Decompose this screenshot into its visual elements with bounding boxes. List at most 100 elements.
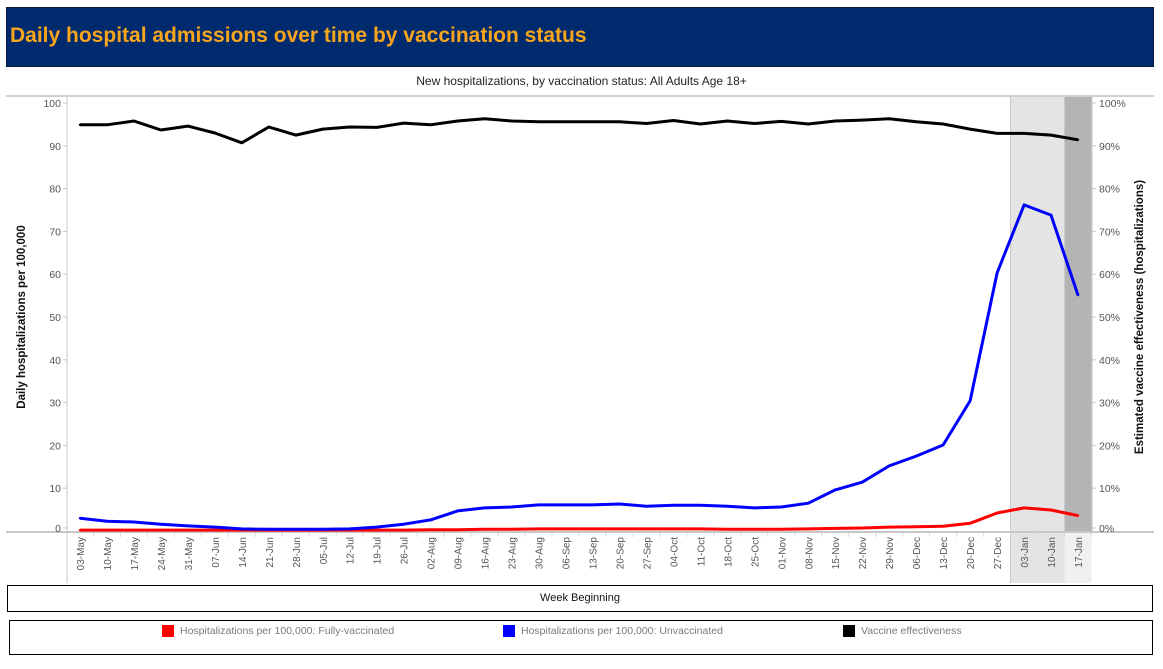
data-point-unvaccinated bbox=[321, 528, 324, 531]
data-point-fully-vaccinated bbox=[78, 528, 82, 532]
data-point-fully-vaccinated bbox=[645, 527, 648, 531]
x-tick-label: 27-Sep bbox=[642, 537, 653, 570]
data-point-vaccine-effectiveness bbox=[968, 127, 972, 131]
data-point-fully-vaccinated bbox=[968, 522, 972, 525]
data-point-fully-vaccinated bbox=[429, 528, 432, 531]
data-point-vaccine-effectiveness bbox=[834, 119, 837, 123]
data-point-fully-vaccinated bbox=[887, 525, 891, 529]
data-point-unvaccinated bbox=[510, 505, 513, 509]
legend-item-unvaccinated[interactable]: Hospitalizations per 100,000: Unvaccinat… bbox=[503, 625, 723, 637]
x-tick-label: 12-Jul bbox=[346, 537, 357, 564]
y2-axis-title: Estimated vaccine effectiveness (hospita… bbox=[1134, 180, 1146, 454]
x-tick-label: 01-Nov bbox=[777, 537, 788, 569]
x-tick-label: 15-Nov bbox=[831, 537, 842, 569]
x-tick-label: 07-Jun bbox=[211, 537, 222, 568]
data-point-vaccine-effectiveness bbox=[186, 124, 190, 128]
x-tick-label: 31-May bbox=[184, 537, 195, 570]
data-point-fully-vaccinated bbox=[105, 528, 109, 532]
x-tick-label: 20-Sep bbox=[615, 537, 626, 570]
data-point-unvaccinated bbox=[807, 501, 810, 505]
x-tick-label: 13-Sep bbox=[588, 537, 599, 570]
data-point-unvaccinated bbox=[186, 524, 190, 528]
y-tick-label: 90 bbox=[49, 141, 61, 153]
data-point-unvaccinated bbox=[564, 503, 567, 507]
data-point-unvaccinated bbox=[591, 503, 594, 507]
x-tick-label: 21-Jun bbox=[265, 537, 276, 568]
x-tick-label: 17-May bbox=[130, 537, 141, 570]
x-tick-label: 09-Aug bbox=[454, 537, 465, 569]
y-tick-label: 50 bbox=[49, 312, 61, 324]
x-tick-label: 23-Aug bbox=[508, 537, 519, 569]
data-point-fully-vaccinated bbox=[914, 525, 918, 528]
chart-top-border bbox=[6, 95, 1154, 97]
data-point-vaccine-effectiveness bbox=[105, 123, 109, 127]
data-point-unvaccinated bbox=[995, 271, 999, 275]
data-point-fully-vaccinated bbox=[618, 527, 621, 531]
data-point-vaccine-effectiveness bbox=[375, 126, 378, 129]
data-point-fully-vaccinated bbox=[159, 528, 163, 532]
data-point-unvaccinated bbox=[941, 443, 945, 447]
y-tick-label: 30 bbox=[49, 398, 61, 410]
projection-band-dark bbox=[1064, 97, 1092, 531]
data-point-unvaccinated bbox=[375, 525, 378, 529]
data-point-vaccine-effectiveness bbox=[213, 131, 217, 135]
x-axis-title-box: Week Beginning bbox=[7, 585, 1153, 612]
y-tick-label: 70 bbox=[49, 226, 61, 238]
data-point-unvaccinated bbox=[887, 464, 891, 468]
data-point-vaccine-effectiveness bbox=[132, 119, 136, 123]
legend-swatch-red bbox=[162, 625, 174, 637]
projection-band-dark-label-area bbox=[1064, 531, 1092, 583]
y2-tick-label: 50% bbox=[1099, 312, 1120, 324]
data-point-fully-vaccinated bbox=[807, 527, 810, 531]
data-point-fully-vaccinated bbox=[672, 527, 675, 531]
data-point-vaccine-effectiveness bbox=[699, 122, 702, 126]
data-point-vaccine-effectiveness bbox=[267, 125, 271, 129]
data-point-unvaccinated bbox=[483, 506, 486, 510]
data-point-unvaccinated bbox=[213, 525, 217, 529]
x-tick-label: 27-Dec bbox=[993, 537, 1004, 569]
data-point-fully-vaccinated bbox=[1076, 514, 1080, 517]
x-tick-label: 18-Oct bbox=[723, 537, 734, 567]
x-tick-label: 06-Dec bbox=[912, 537, 923, 569]
data-point-unvaccinated bbox=[402, 522, 405, 526]
x-tick-label: 06-Sep bbox=[562, 537, 573, 570]
data-point-unvaccinated bbox=[537, 503, 540, 507]
data-point-unvaccinated bbox=[78, 516, 82, 520]
data-point-vaccine-effectiveness bbox=[618, 120, 621, 124]
data-point-vaccine-effectiveness bbox=[348, 125, 351, 129]
data-point-vaccine-effectiveness bbox=[807, 122, 810, 126]
line-chart: 0 10 20 30 40 50 60 70 80 90 100 0% 10% 20% 30% 40% 50% 6… bbox=[6, 97, 1154, 583]
data-point-unvaccinated bbox=[861, 481, 864, 484]
data-point-vaccine-effectiveness bbox=[941, 122, 945, 126]
data-point-fully-vaccinated bbox=[941, 525, 945, 528]
data-point-fully-vaccinated bbox=[1022, 506, 1026, 510]
data-point-fully-vaccinated bbox=[753, 528, 756, 531]
data-point-vaccine-effectiveness bbox=[914, 120, 918, 124]
y-tick-label: 40 bbox=[49, 355, 61, 367]
data-point-vaccine-effectiveness bbox=[726, 119, 729, 123]
data-point-unvaccinated bbox=[834, 488, 837, 492]
data-point-fully-vaccinated bbox=[375, 528, 378, 532]
y-tick-label: 0 bbox=[55, 523, 61, 535]
data-point-fully-vaccinated bbox=[834, 527, 837, 530]
legend-item-fully-vaccinated[interactable]: Hospitalizations per 100,000: Fully-vacc… bbox=[162, 625, 394, 637]
data-point-unvaccinated bbox=[672, 504, 675, 507]
x-tick-label: 28-Jun bbox=[292, 537, 303, 568]
data-point-vaccine-effectiveness bbox=[753, 122, 756, 125]
data-point-vaccine-effectiveness bbox=[995, 132, 999, 135]
legend-item-vaccine-effectiveness[interactable]: Vaccine effectiveness bbox=[843, 625, 962, 637]
data-point-vaccine-effectiveness bbox=[537, 120, 540, 124]
x-tick-label: 02-Aug bbox=[427, 537, 438, 569]
x-tick-label: 03-Jan bbox=[1020, 537, 1031, 568]
y-tick-label: 80 bbox=[49, 184, 61, 196]
data-point-unvaccinated bbox=[429, 518, 432, 522]
series-line-vaccine-effectiveness bbox=[80, 117, 1079, 145]
data-point-fully-vaccinated bbox=[726, 528, 729, 531]
data-point-unvaccinated bbox=[1049, 213, 1053, 217]
x-tick-label: 22-Nov bbox=[858, 537, 869, 569]
data-point-unvaccinated bbox=[914, 454, 918, 458]
x-tick-label: 10-Jan bbox=[1047, 537, 1058, 568]
data-point-vaccine-effectiveness bbox=[294, 133, 297, 137]
x-tick-label: 08-Nov bbox=[804, 537, 815, 569]
legend: Hospitalizations per 100,000: Fully-vacc… bbox=[9, 620, 1153, 655]
